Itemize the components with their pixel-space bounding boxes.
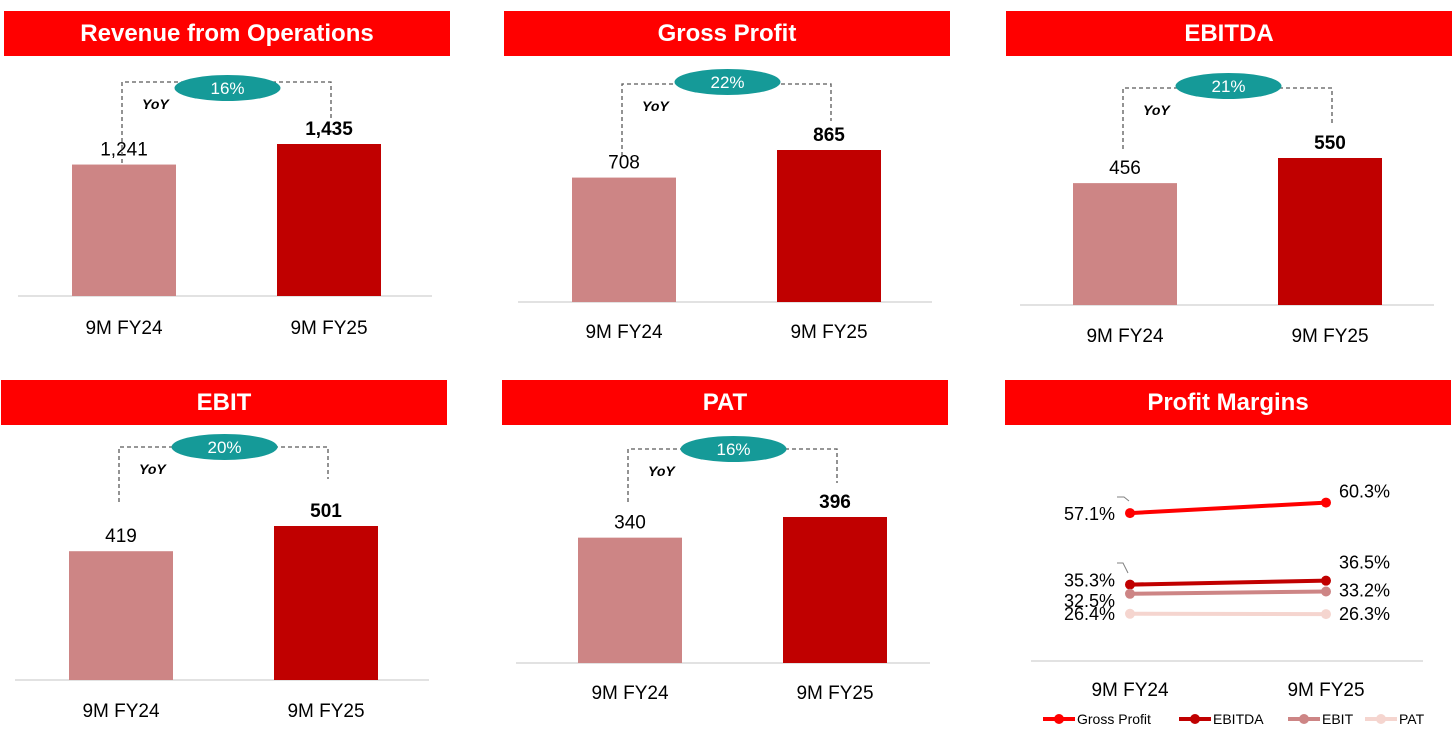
category-label: 9M FY25 (796, 683, 873, 704)
growth-label: 16% (210, 79, 244, 98)
series-line (1130, 503, 1326, 513)
category-label: 9M FY24 (85, 318, 163, 339)
legend-swatch-point (1054, 714, 1064, 724)
bar-curr (277, 144, 381, 296)
data-label: 865 (813, 125, 845, 146)
series-value-label: 36.5% (1339, 553, 1390, 573)
data-label: 550 (1314, 133, 1346, 154)
data-label: 1,435 (305, 119, 353, 140)
series-point (1321, 609, 1331, 619)
bar-curr (1278, 158, 1382, 305)
label-leader (1117, 497, 1129, 501)
series-line (1130, 581, 1326, 585)
growth-label: 22% (710, 73, 744, 92)
bar-prev (578, 538, 682, 663)
series-line (1130, 591, 1326, 593)
category-label: 9M FY25 (290, 318, 367, 339)
yoy-label: YoY (142, 96, 170, 112)
series-value-label: 35.3% (1064, 571, 1115, 591)
legend-label: EBIT (1322, 711, 1354, 727)
series-value-label: 26.3% (1339, 604, 1390, 624)
gross-profit-chart: 708 9M FY24 865 9M FY25 22% YoY (504, 11, 950, 373)
legend-swatch-point (1190, 714, 1200, 724)
bar-prev (69, 551, 173, 680)
data-label: 340 (614, 513, 646, 534)
data-label: 1,241 (100, 140, 148, 161)
category-label: 9M FY24 (585, 322, 663, 343)
yoy-label: YoY (648, 463, 676, 479)
bar-curr (274, 526, 378, 680)
series-value-label: 26.4% (1064, 604, 1115, 624)
data-label: 456 (1109, 158, 1141, 179)
category-label: 9M FY24 (1086, 326, 1164, 347)
series-value-label: 33.2% (1339, 580, 1390, 600)
label-leader (1117, 563, 1128, 573)
series-point (1321, 498, 1331, 508)
series-point (1125, 609, 1135, 619)
revenue-chart: 1,241 9M FY24 1,435 9M FY25 16% YoY (4, 11, 450, 373)
growth-label: 16% (716, 440, 750, 459)
series-point (1321, 586, 1331, 596)
bar-prev (1073, 183, 1177, 305)
legend-swatch-point (1376, 714, 1386, 724)
category-label: 9M FY24 (1091, 680, 1169, 701)
legend-label: Gross Profit (1077, 711, 1151, 727)
pat-chart: 340 9M FY24 396 9M FY25 16% YoY (502, 380, 948, 742)
data-label: 708 (608, 153, 640, 174)
data-label: 396 (819, 492, 851, 513)
category-label: 9M FY25 (1291, 326, 1368, 347)
category-label: 9M FY24 (591, 683, 669, 704)
category-label: 9M FY24 (82, 701, 160, 722)
yoy-label: YoY (139, 461, 167, 477)
category-label: 9M FY25 (790, 322, 867, 343)
legend-label: EBITDA (1213, 711, 1264, 727)
data-label: 419 (105, 526, 137, 547)
legend-swatch-point (1299, 714, 1309, 724)
category-label: 9M FY25 (287, 701, 364, 722)
bar-prev (72, 165, 176, 296)
bar-prev (572, 178, 676, 302)
series-value-label: 60.3% (1339, 482, 1390, 502)
legend-label: PAT (1399, 711, 1425, 727)
yoy-label: YoY (1143, 102, 1171, 118)
data-label: 501 (310, 501, 342, 522)
growth-label: 21% (1211, 77, 1245, 96)
series-point (1125, 508, 1135, 518)
series-point (1321, 576, 1331, 586)
series-point (1125, 580, 1135, 590)
growth-label: 20% (207, 438, 241, 457)
yoy-label: YoY (642, 98, 670, 114)
ebitda-chart: 456 9M FY24 550 9M FY25 21% YoY (1006, 11, 1452, 373)
series-value-label: 57.1% (1064, 504, 1115, 524)
bar-curr (777, 150, 881, 302)
bar-curr (783, 517, 887, 663)
category-label: 9M FY25 (1287, 680, 1364, 701)
ebit-chart: 419 9M FY24 501 9M FY25 20% YoY (1, 380, 447, 742)
series-point (1125, 589, 1135, 599)
